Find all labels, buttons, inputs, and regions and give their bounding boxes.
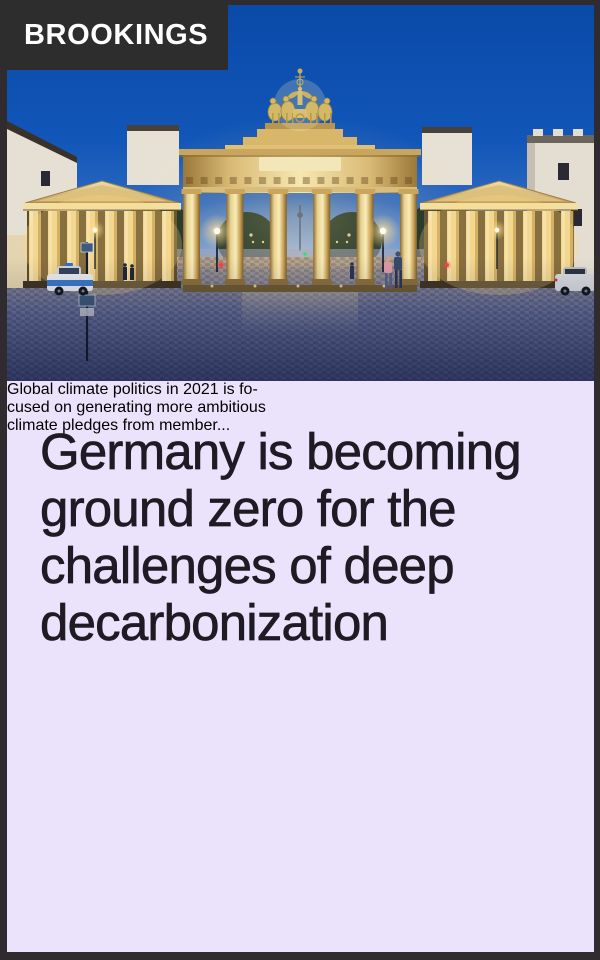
hero-image[interactable] [7,5,594,381]
street-lamp [487,220,507,269]
excerpt-line: Global climate politics in 2021 is fo- [7,381,258,398]
article-panel: Germany is becoming ground zero for the … [7,381,594,952]
brand-logo-text: BROOKINGS [24,18,209,51]
brandenburg-gate-photo [7,5,594,381]
title-line: Germany is becoming [40,423,522,481]
title-line: ground zero for the [40,480,457,538]
brand-logo[interactable]: BROOKINGS [0,0,228,70]
excerpt-line: cused on generating more ambitious [7,399,266,416]
article-title[interactable]: Germany is becoming ground zero for the … [40,423,522,652]
title-line: decarbonization [40,594,390,652]
title-line: challenges of deep [40,537,455,595]
excerpt-line: climate pledges from member... [7,417,231,434]
quadriga-statue [267,68,333,131]
